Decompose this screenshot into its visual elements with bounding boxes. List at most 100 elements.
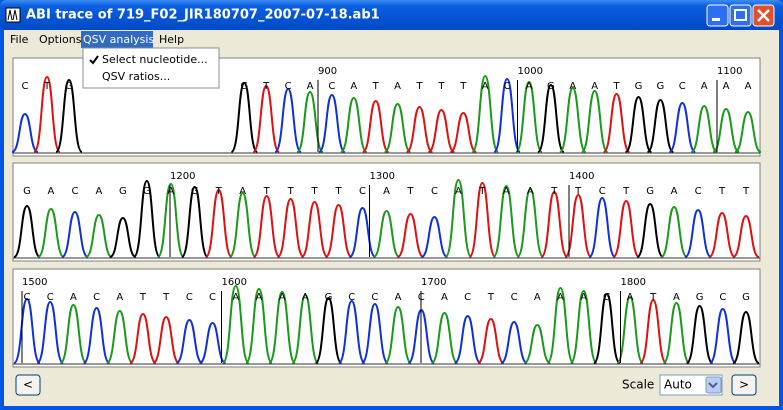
trace-peak [564,193,593,258]
menu-item[interactable]: Options [39,33,82,46]
trace-peak [732,214,760,258]
base-call: A [239,186,246,197]
base-call: T [487,292,495,303]
base-call: C [285,81,292,92]
trace-panels: C T G G T C A C A T A T T T A C A G A A T G G C A A A 900 1000 1100 G A… [11,57,762,368]
base-call: T [649,292,657,303]
base-call: C [359,186,366,197]
base-call: A [48,186,55,197]
base-call: A [534,292,541,303]
window-title: ABI trace of 719_F02_JIR180707_2007-07-1… [26,8,380,23]
menu-item[interactable]: Help [159,33,184,46]
base-call: G [191,186,199,197]
trace-peak [33,75,61,153]
base-call: C [22,81,29,92]
base-call: C [348,292,355,303]
trace-peak [690,104,719,153]
trace-peak [639,298,668,364]
close-button[interactable] [752,4,775,27]
trace-peak [430,311,459,364]
trace-peak [300,200,329,258]
base-call: G [240,81,248,92]
base-call: A [256,292,263,303]
position-label: 1500 [22,277,47,288]
base-call: C [71,186,78,197]
base-call: G [547,81,555,92]
base-call: A [557,292,564,303]
base-call: A [70,292,77,303]
trace-peak [580,89,609,153]
trace-peak [109,216,137,258]
minimize-button[interactable] [706,4,729,27]
trace-peak [384,305,413,364]
base-call: C [464,292,471,303]
trace-peak [276,197,305,258]
prev-button[interactable]: < [15,374,41,396]
next-label: > [739,378,749,392]
base-call: C [328,81,335,92]
app-icon-glyph [7,9,18,21]
base-call: G [635,81,643,92]
base-call: A [527,186,534,197]
trace-peak [523,323,551,364]
maximize-button[interactable] [729,4,752,27]
base-call: T [574,186,582,197]
base-call: T [43,81,51,92]
next-button[interactable]: > [731,374,757,396]
trace-peak [708,307,737,364]
trace-peak [492,184,521,258]
dropdown-item[interactable]: Select nucleotide... [102,53,208,66]
base-call: A [350,81,357,92]
scale-label: Scale [622,378,654,392]
trace-peak [228,191,257,258]
base-call: A [95,186,102,197]
trace-peak [396,212,425,258]
position-label: 1800 [621,277,646,288]
title-bar [0,0,783,30]
base-call: G [742,292,750,303]
base-call: A [307,81,314,92]
base-call: A [745,81,752,92]
base-call: G [646,186,654,197]
trace-peak [199,321,227,364]
dropdown-item[interactable]: QSV ratios... [102,70,170,83]
prev-label: < [23,378,33,392]
trace-peak [420,215,448,258]
trace-peak [59,303,88,364]
trace-peak [515,80,543,153]
position-label: 1700 [421,277,446,288]
scale-value: Auto [664,378,692,392]
trace-peak [156,182,185,258]
scale-select[interactable]: Auto [659,374,723,396]
check-mark [89,55,99,65]
trace-peak [662,301,691,364]
trace-peak [175,318,203,364]
trace-peak [36,300,65,364]
trace-peak [685,304,714,364]
trace-peak [348,206,377,258]
base-call: G [143,186,151,197]
base-call: A [232,292,239,303]
base-call: T [459,81,467,92]
trace-peak [500,320,528,364]
position-label: 1000 [518,66,543,77]
menu-item[interactable]: QSV analysis [83,33,154,46]
trace-peak [592,292,621,364]
trace-peak [317,93,346,153]
base-call: A [526,81,533,92]
base-call: G [119,186,127,197]
trace-peak [268,290,297,364]
base-call: T [550,186,558,197]
trace-peak [624,95,653,153]
base-call: T [372,81,380,92]
menu-item[interactable]: File [10,33,29,46]
base-call: C [431,186,438,197]
base-call: C [186,292,193,303]
base-call: G [325,292,333,303]
trace-peak [362,99,390,153]
trace-peak [324,203,353,258]
trace-peak [660,205,688,258]
trace-peak [105,309,134,364]
base-call: G [657,81,665,92]
